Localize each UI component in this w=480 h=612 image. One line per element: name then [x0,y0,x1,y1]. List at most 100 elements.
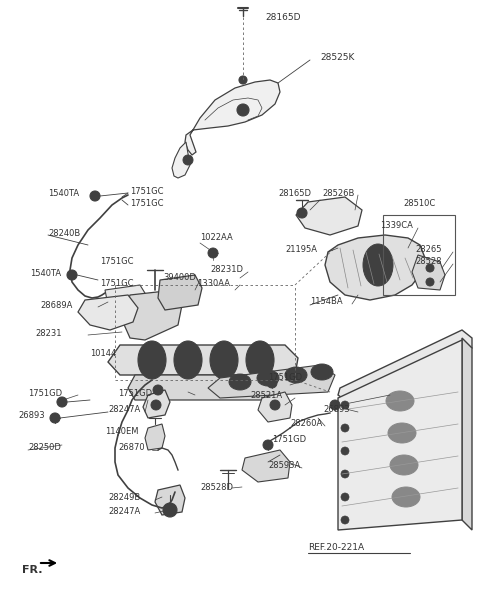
Text: 1751GC: 1751GC [130,200,164,209]
Text: 28250D: 28250D [28,444,61,452]
Ellipse shape [390,455,418,475]
Text: 28521A: 28521A [250,392,282,400]
Polygon shape [105,285,148,315]
Polygon shape [412,255,445,290]
Text: REF.20-221A: REF.20-221A [308,543,364,553]
Text: 21195A: 21195A [285,245,317,255]
Circle shape [50,413,60,423]
Text: 1751GC: 1751GC [100,280,133,288]
Polygon shape [158,275,202,310]
Text: 28165D: 28165D [265,13,300,23]
Ellipse shape [143,348,161,372]
Text: 28260A: 28260A [290,419,322,428]
Circle shape [239,76,247,84]
Ellipse shape [233,377,247,387]
Text: 1751GD: 1751GD [118,389,152,398]
Text: 28528D: 28528D [200,482,233,491]
Ellipse shape [257,370,279,386]
Ellipse shape [215,348,233,372]
Polygon shape [172,142,190,178]
Ellipse shape [392,487,420,507]
Text: 28510C: 28510C [403,200,435,209]
Text: 1751GD: 1751GD [28,389,62,398]
Circle shape [270,400,280,410]
Text: 28231: 28231 [35,329,61,337]
Ellipse shape [229,374,251,390]
Text: 26870: 26870 [118,444,144,452]
Text: 28525K: 28525K [320,53,354,62]
Polygon shape [143,390,170,418]
Polygon shape [258,392,292,422]
Circle shape [341,470,349,478]
Text: 28528: 28528 [415,258,442,266]
Polygon shape [108,345,298,375]
Circle shape [267,378,277,388]
Circle shape [263,440,273,450]
Circle shape [183,155,193,165]
Text: 1022AA: 1022AA [200,234,233,242]
Text: 1751GC: 1751GC [100,256,133,266]
Ellipse shape [388,423,416,443]
Ellipse shape [386,391,414,411]
Text: 28265: 28265 [415,245,442,255]
Circle shape [341,516,349,524]
Text: 1154BA: 1154BA [310,297,343,307]
Text: 28249B: 28249B [108,493,140,502]
Text: FR.: FR. [22,565,43,575]
Circle shape [67,270,77,280]
Text: 26893: 26893 [18,411,45,420]
Text: 28240B: 28240B [48,228,80,237]
Text: 28526B: 28526B [322,188,354,198]
Text: 39400D: 39400D [163,274,196,283]
Text: 10144: 10144 [90,348,116,357]
Ellipse shape [285,367,307,383]
Circle shape [297,208,307,218]
Text: 28689A: 28689A [40,300,72,310]
Polygon shape [338,330,472,402]
Text: 1751GD: 1751GD [272,436,306,444]
Polygon shape [145,424,165,450]
Ellipse shape [261,373,275,383]
Circle shape [151,400,161,410]
Circle shape [163,503,177,517]
Text: 1330AA: 1330AA [197,278,230,288]
Circle shape [426,278,434,286]
Ellipse shape [246,341,274,379]
Ellipse shape [174,341,202,379]
Circle shape [237,104,249,116]
Polygon shape [242,450,290,482]
Circle shape [341,447,349,455]
Circle shape [341,401,349,409]
Circle shape [341,493,349,501]
Text: 28247A: 28247A [108,406,140,414]
Ellipse shape [315,367,329,377]
Polygon shape [128,375,282,400]
Polygon shape [122,290,182,340]
Circle shape [341,424,349,432]
Text: 28165D: 28165D [278,188,311,198]
Circle shape [153,385,163,395]
Text: 1540TA: 1540TA [30,269,61,278]
Circle shape [90,191,100,201]
Text: 26893: 26893 [323,406,349,414]
Polygon shape [296,197,362,235]
Circle shape [330,400,340,410]
Ellipse shape [363,244,393,286]
Text: 28231D: 28231D [210,266,243,275]
Text: 28593A: 28593A [268,461,300,471]
Text: 1751GD: 1751GD [268,373,302,382]
Text: 1751GC: 1751GC [130,187,164,195]
Ellipse shape [289,370,303,380]
Polygon shape [185,80,280,155]
Text: 1339CA: 1339CA [380,222,413,231]
Ellipse shape [311,364,333,380]
Text: 1140EM: 1140EM [105,428,139,436]
Circle shape [426,264,434,272]
Text: 1540TA: 1540TA [48,190,79,198]
Polygon shape [338,340,462,530]
Ellipse shape [210,341,238,379]
Polygon shape [208,365,335,398]
Circle shape [57,397,67,407]
Ellipse shape [251,348,269,372]
Ellipse shape [179,348,197,372]
